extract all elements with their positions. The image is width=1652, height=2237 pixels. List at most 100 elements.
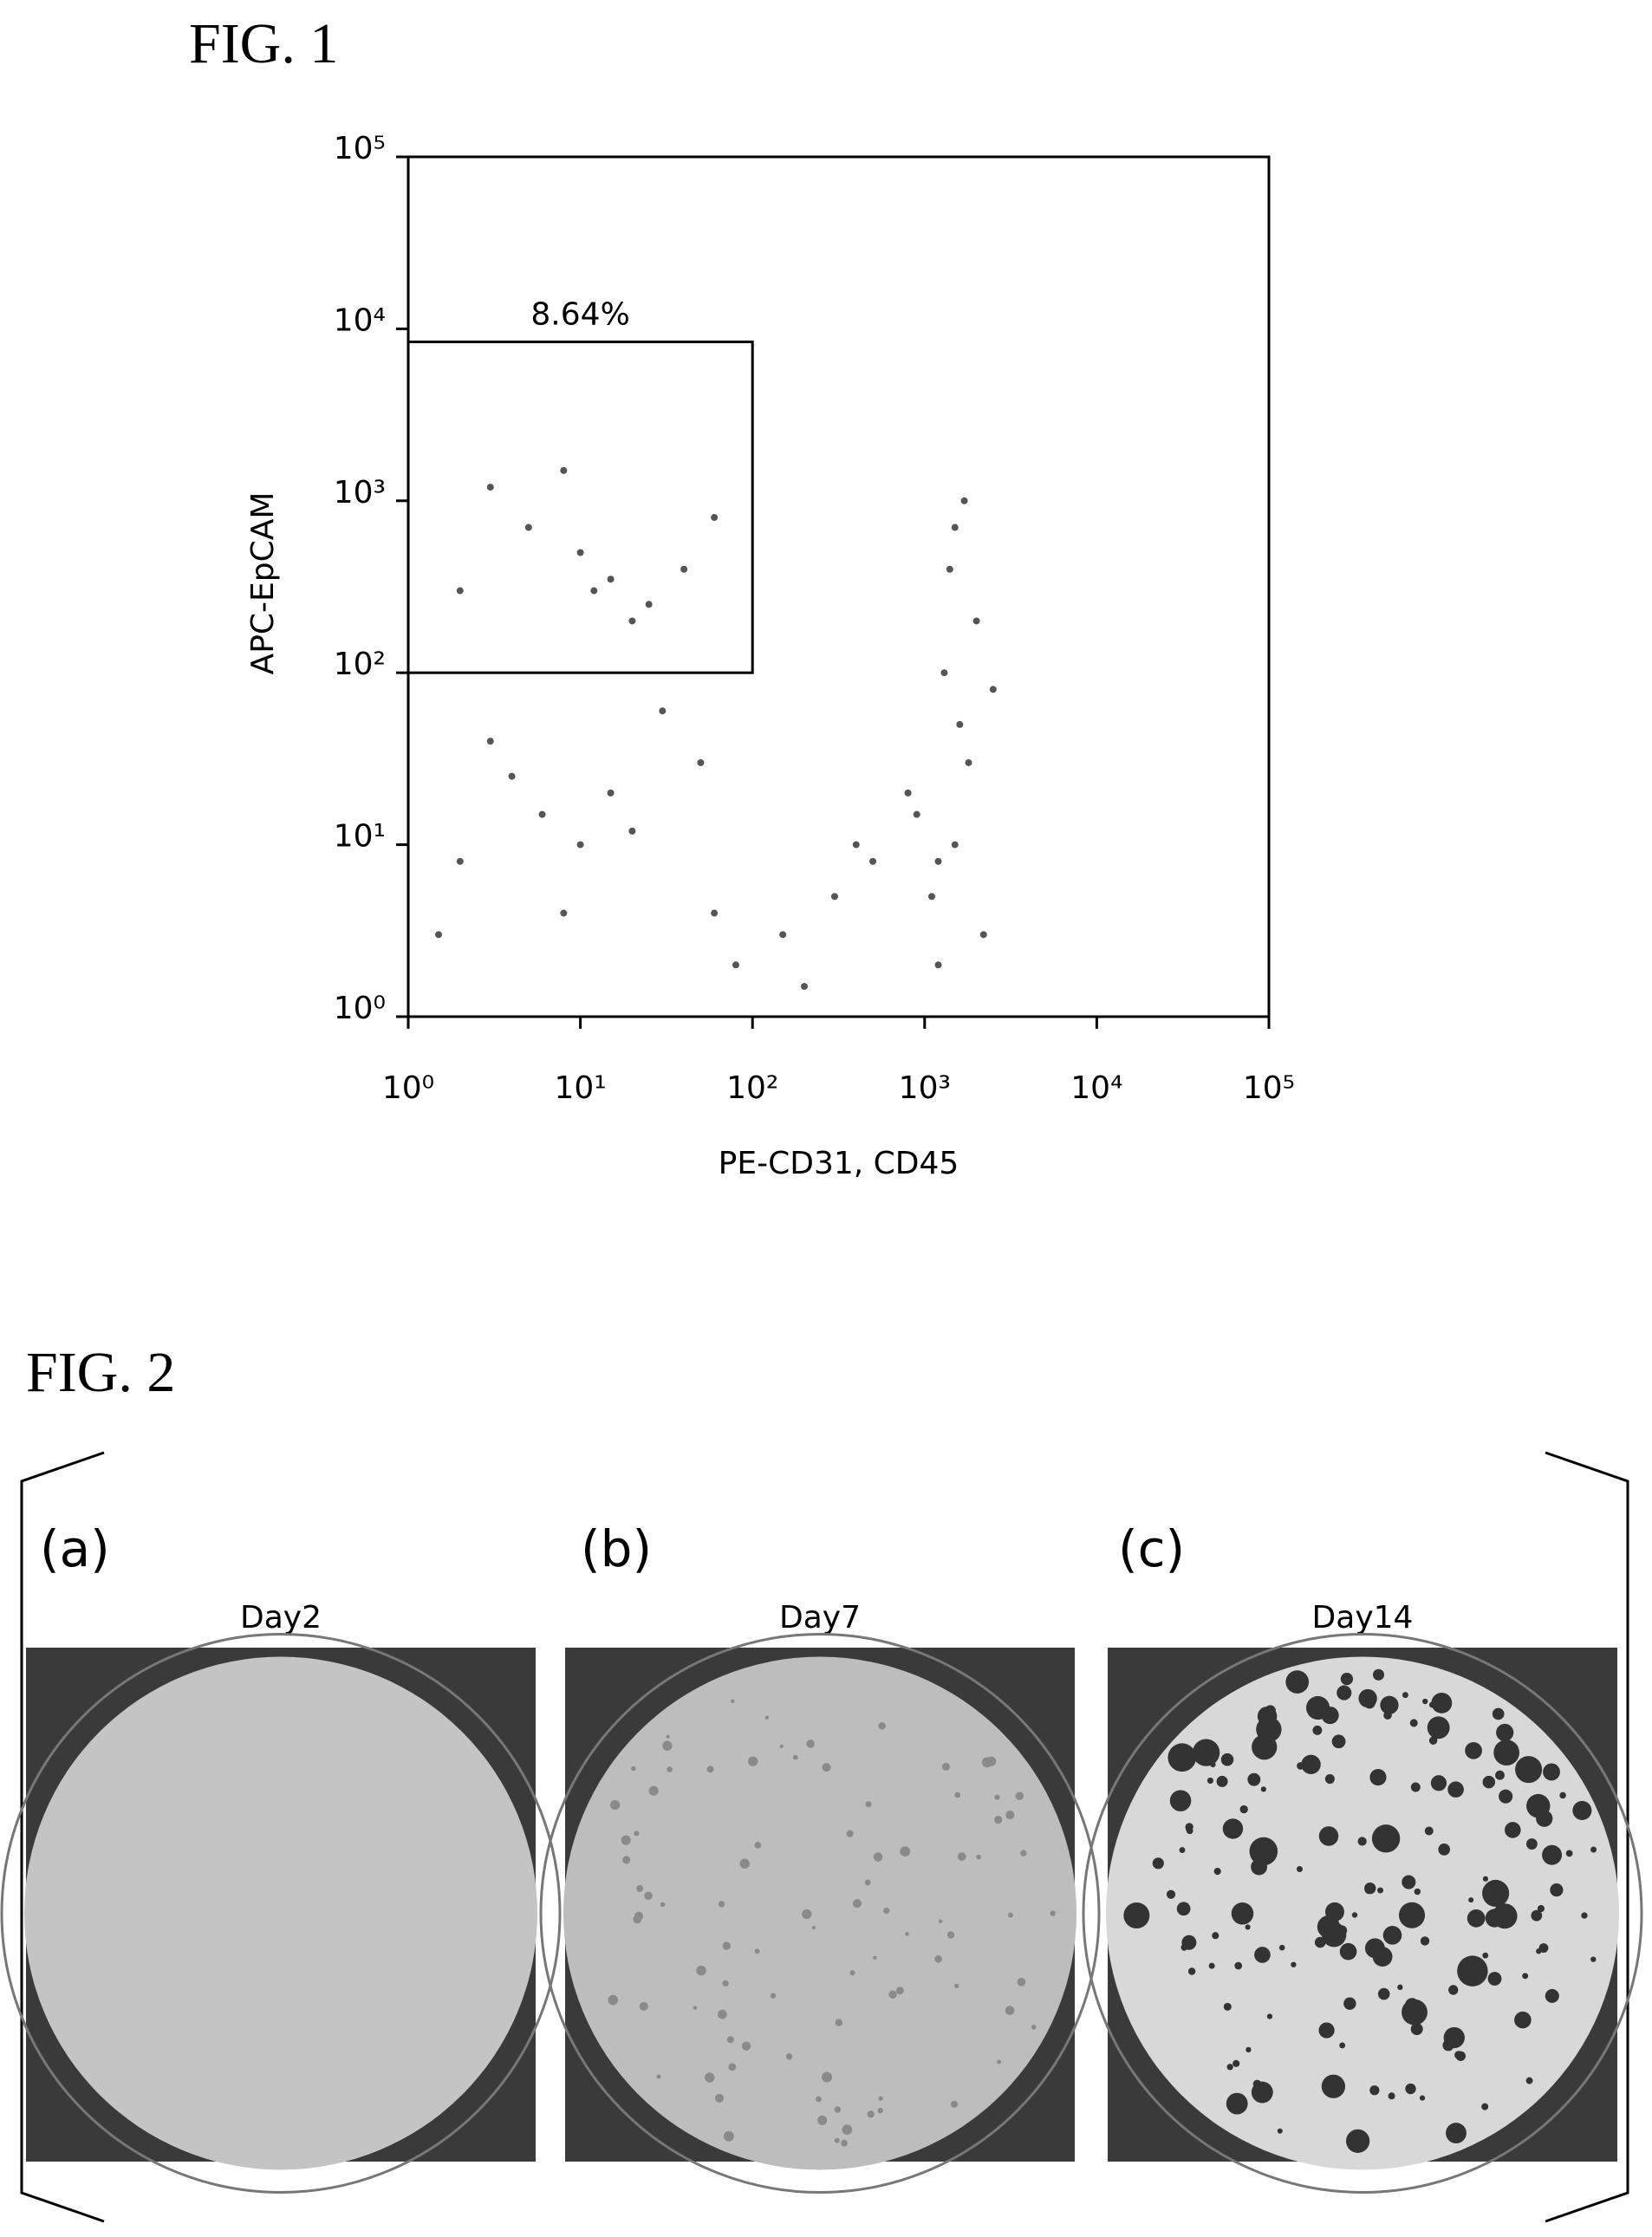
point [940, 669, 947, 676]
colony [1297, 1866, 1303, 1872]
x-tick-label: 10¹ [554, 1070, 606, 1106]
point [646, 601, 653, 608]
colony [1468, 1897, 1473, 1902]
page: FIG. 1 FIG. 2 10⁰10¹10²10³10⁴10⁵10⁰10¹10… [0, 0, 1652, 2237]
gate [408, 341, 752, 673]
colony [1493, 1740, 1519, 1766]
colony [1496, 1724, 1513, 1741]
colony [1315, 1937, 1326, 1948]
point [935, 858, 942, 865]
colony [1483, 1776, 1496, 1789]
colony [786, 2053, 792, 2059]
colony [866, 1801, 872, 1807]
colony [823, 1763, 831, 1772]
colony [835, 2106, 841, 2112]
colony [1257, 1954, 1264, 1961]
colony [1505, 1822, 1521, 1838]
point [990, 686, 997, 693]
colony [644, 1891, 653, 1900]
colony [662, 1741, 672, 1751]
colony [722, 1980, 728, 1987]
point [680, 566, 687, 573]
point [487, 484, 494, 491]
plot-frame [408, 157, 1269, 1017]
point [560, 910, 567, 917]
colony [1545, 1989, 1559, 2003]
colony [865, 1880, 871, 1886]
point [973, 617, 980, 624]
x-tick-label: 10² [726, 1070, 778, 1106]
colony [1301, 1755, 1320, 1774]
colony [954, 1984, 959, 1988]
colony [667, 1735, 670, 1739]
colony [1499, 1790, 1512, 1804]
colony [742, 2042, 751, 2051]
x-tick-label: 10³ [899, 1070, 951, 1106]
panel-label: (b) [581, 1519, 652, 1578]
panel-caption: Day2 [240, 1600, 322, 1635]
point [831, 893, 838, 900]
colony [727, 2036, 734, 2043]
colony [771, 1993, 776, 1998]
colony [1008, 1913, 1013, 1918]
figure-label: FIG. 1 [189, 12, 338, 75]
point [928, 893, 935, 900]
point [525, 524, 532, 531]
point [965, 759, 972, 766]
colony [1312, 1726, 1322, 1735]
colony [1411, 1783, 1421, 1792]
colony [1531, 1910, 1542, 1922]
colony [634, 1831, 639, 1836]
colony [748, 1757, 758, 1766]
point [577, 842, 584, 849]
point [711, 910, 718, 917]
well [24, 1657, 537, 2170]
colony [1232, 2060, 1239, 2067]
colony [1457, 1955, 1487, 1986]
colony [1431, 1693, 1452, 1714]
colony [1018, 1978, 1026, 1987]
colony [1420, 2095, 1425, 2100]
colony [1285, 1670, 1309, 1694]
colony [1365, 1887, 1373, 1895]
colony [621, 1836, 631, 1845]
point [905, 790, 912, 797]
colony [1493, 1708, 1505, 1720]
colony [1483, 1876, 1488, 1882]
colony [1343, 1997, 1356, 2009]
colony [1325, 1774, 1335, 1784]
x-tick-label: 10⁰ [382, 1070, 434, 1106]
y-tick-label: 10² [334, 647, 386, 682]
y-tick-label: 10¹ [334, 819, 386, 855]
colony [1170, 1790, 1192, 1811]
colony [1226, 2093, 1248, 2115]
colony [868, 2110, 875, 2117]
colony [1246, 1924, 1251, 1929]
point [457, 858, 464, 865]
colony [1232, 1902, 1254, 1925]
panel-caption: Day14 [1312, 1600, 1414, 1635]
colony [1278, 2129, 1283, 2134]
colony [849, 1970, 855, 1975]
point [539, 811, 546, 818]
panel-label: (a) [40, 1519, 110, 1578]
colony [740, 1859, 750, 1869]
point [659, 707, 666, 714]
colony [1454, 2051, 1463, 2059]
colony [1337, 1925, 1347, 1935]
colony [1193, 1739, 1219, 1766]
colony [1465, 1742, 1482, 1759]
colony [1153, 1857, 1164, 1869]
point [980, 931, 987, 938]
colony [1346, 2130, 1369, 2153]
colony [1448, 1985, 1458, 1994]
colony [1223, 1818, 1243, 1838]
colony [1526, 2078, 1533, 2084]
point [779, 931, 786, 938]
point [869, 858, 876, 865]
colony [1438, 1844, 1450, 1856]
colony [1221, 1753, 1234, 1766]
colony [1481, 2104, 1488, 2110]
colony [1322, 2075, 1345, 2098]
colony [707, 1766, 714, 1772]
